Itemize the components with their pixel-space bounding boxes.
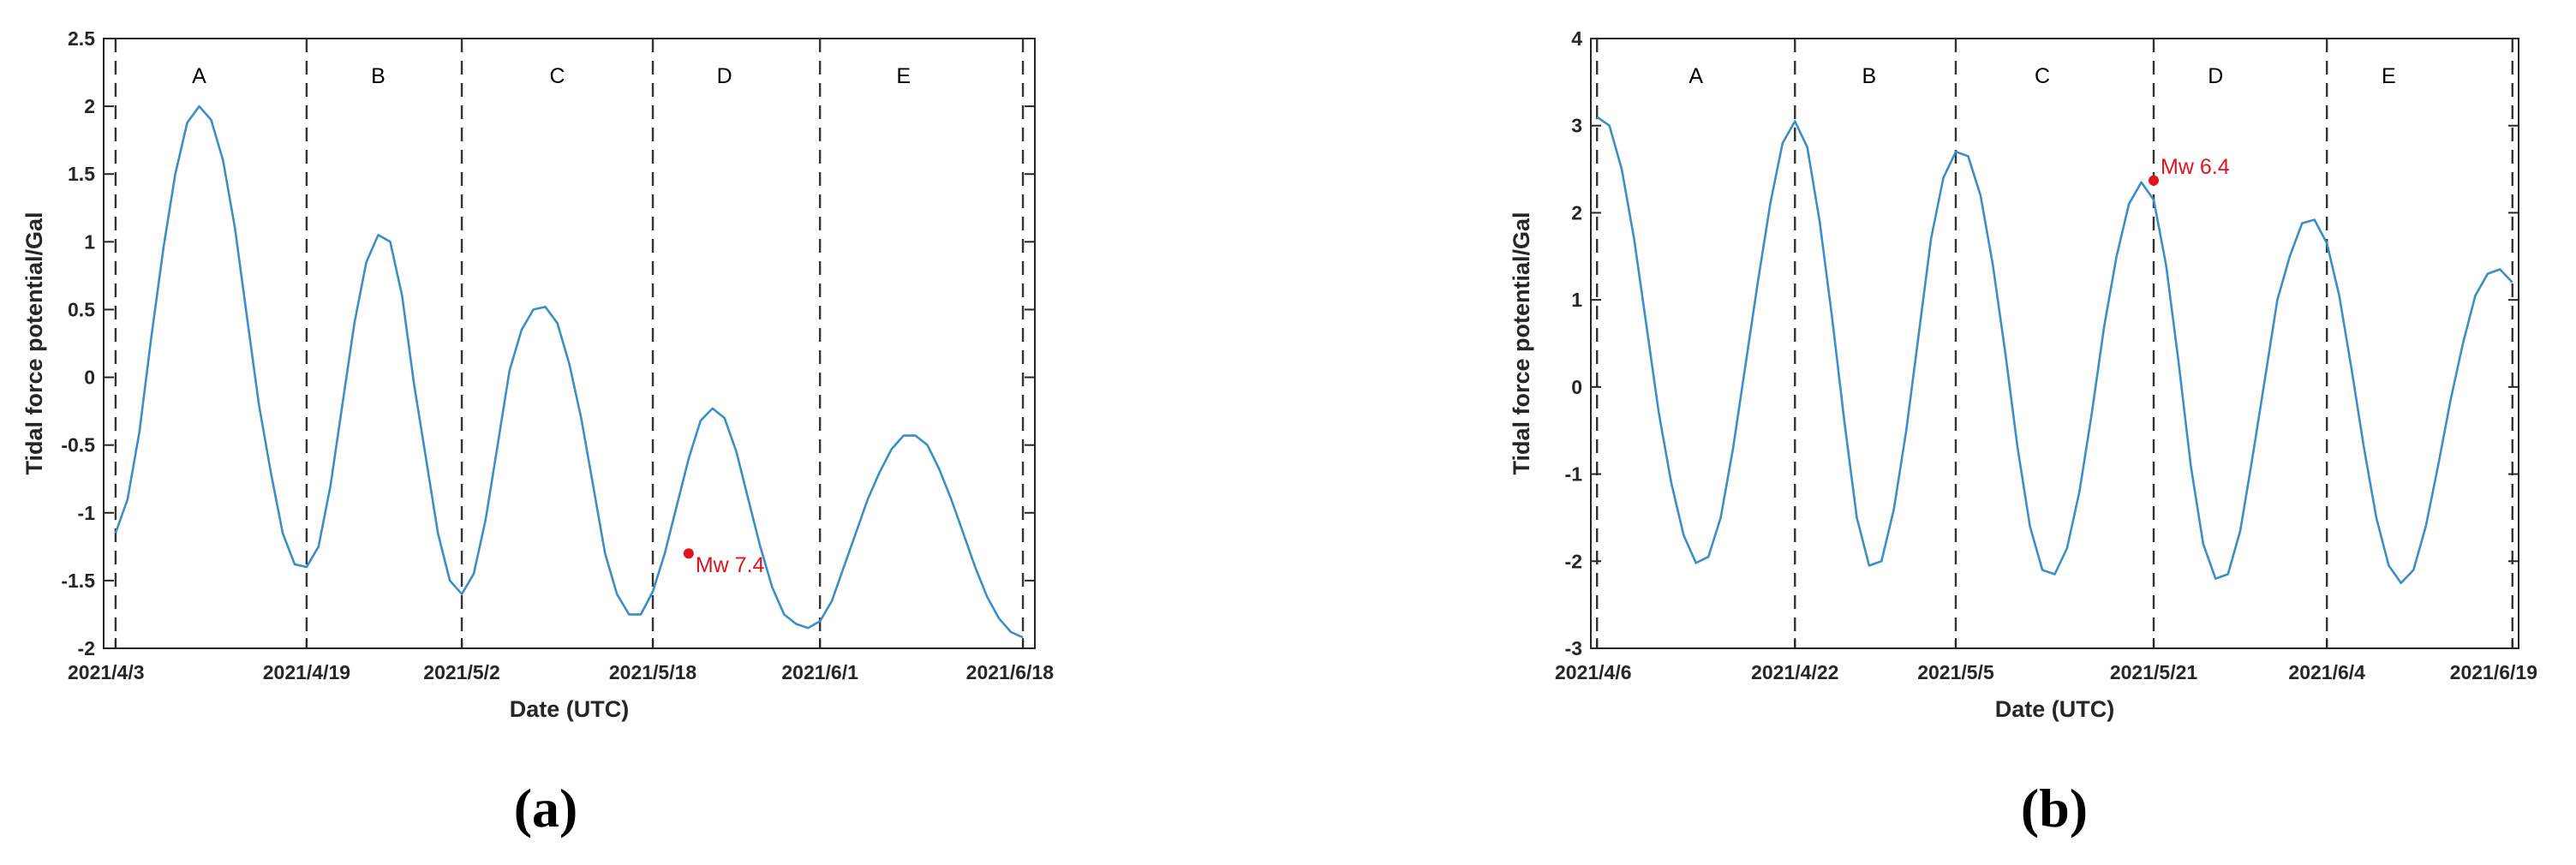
region-label-c: C xyxy=(2035,64,2050,88)
y-tick-label: 0 xyxy=(84,367,95,389)
region-label-d: D xyxy=(2208,64,2223,88)
y-tick-label: 1 xyxy=(1571,289,1582,311)
y-tick-label: 0.5 xyxy=(68,298,95,320)
region-label-e: E xyxy=(896,64,911,88)
x-tick-label: 2021/6/1 xyxy=(781,661,858,683)
y-tick-label: -2 xyxy=(1565,550,1582,572)
series-line xyxy=(114,104,1024,639)
y-tick-label: 1.5 xyxy=(68,163,95,185)
region-label-b: B xyxy=(1862,64,1877,88)
y-tick-label: 4 xyxy=(1571,27,1582,50)
y-tick-label: 2 xyxy=(1571,201,1582,224)
plot-frame xyxy=(103,38,1036,649)
event-marker xyxy=(2149,175,2160,186)
region-label-d: D xyxy=(717,64,732,88)
event-label: Mw 7.4 xyxy=(696,553,765,577)
y-tick-label: 2 xyxy=(84,95,95,117)
x-axis-title: Date (UTC) xyxy=(1995,696,2115,722)
x-tick-label: 2021/4/22 xyxy=(1751,661,1838,683)
y-tick-label: -1 xyxy=(1565,463,1583,486)
x-tick-label: 2021/6/19 xyxy=(2450,661,2537,683)
y-axis-title: Tidal force potential/Gal xyxy=(21,212,47,474)
region-label-a: A xyxy=(1688,64,1703,88)
y-tick-label: -2 xyxy=(78,637,95,659)
event-marker xyxy=(683,548,694,559)
chart-panel-a: -2 -1.5 -1 -0.5 0 0.5 1 1.5 2 2.5 2021/4/3 2021/4/1… xyxy=(21,27,1054,838)
x-tick-label: 2021/4/19 xyxy=(263,661,350,683)
x-tick-label: 2021/6/4 xyxy=(2288,661,2365,683)
chart-panel-b: -3 -2 -1 0 1 2 3 4 2021/4/6 2021/4/22 2021/5/5 2021… xyxy=(1509,27,2537,838)
y-tick-label: -1 xyxy=(78,502,96,524)
plot-frame xyxy=(1590,38,2519,649)
y-tick-label: 1 xyxy=(84,230,95,253)
x-tick-label: 2021/6/18 xyxy=(966,661,1055,683)
y-tick-label: -3 xyxy=(1565,637,1582,659)
x-axis-title: Date (UTC) xyxy=(510,696,630,722)
x-tick-label: 2021/4/3 xyxy=(68,661,145,683)
y-tick-label: 0 xyxy=(1571,376,1582,398)
y-tick-label: -0.5 xyxy=(61,434,95,456)
x-tick-label: 2021/5/21 xyxy=(2110,661,2198,683)
x-tick-label: 2021/5/5 xyxy=(1917,661,1994,683)
panel-caption: (b) xyxy=(2021,778,2088,838)
x-tick-label: 2021/5/2 xyxy=(423,661,500,683)
y-tick-label: 3 xyxy=(1571,115,1582,137)
region-label-e: E xyxy=(2382,64,2396,88)
x-tick-label: 2021/5/18 xyxy=(609,661,697,683)
panel-caption: (a) xyxy=(514,778,578,838)
x-tick-label: 2021/4/6 xyxy=(1555,661,1632,683)
series-line xyxy=(1596,116,2513,585)
region-label-b: B xyxy=(371,64,386,88)
y-axis-title: Tidal force potential/Gal xyxy=(1509,212,1534,474)
y-tick-label: 2.5 xyxy=(68,27,95,50)
region-label-c: C xyxy=(550,64,565,88)
y-tick-label: -1.5 xyxy=(61,570,95,592)
region-label-a: A xyxy=(192,64,206,88)
event-label: Mw 6.4 xyxy=(2161,155,2230,179)
